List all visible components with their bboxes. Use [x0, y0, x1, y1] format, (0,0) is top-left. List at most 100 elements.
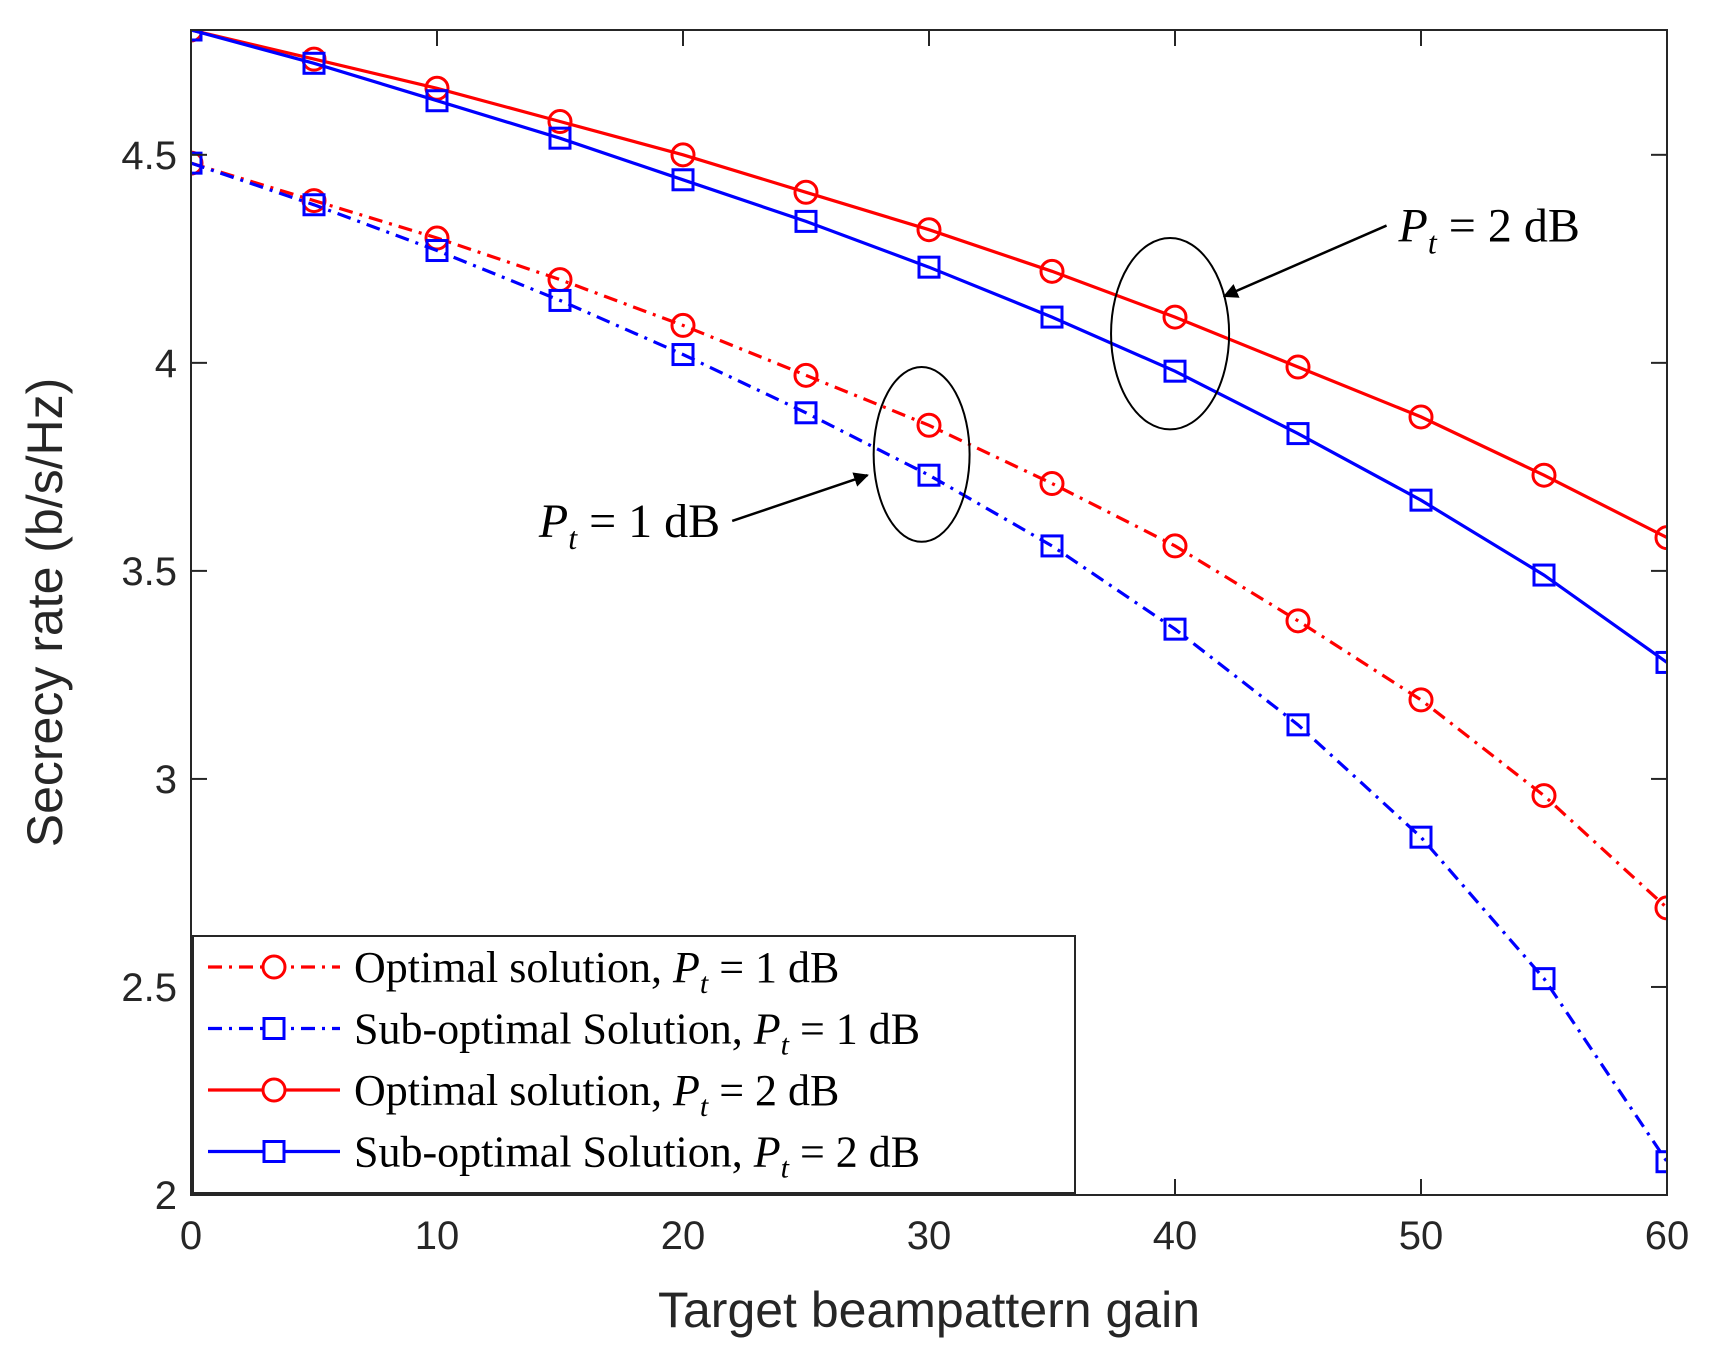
annotation-1: Pt = 2 dB [1110, 200, 1580, 431]
annotation-arrow [731, 472, 869, 523]
series-1-point [1039, 471, 1065, 497]
legend-label: Optimal solution, Pt = 2 dB [354, 1066, 839, 1123]
series-1-line [191, 161, 1667, 910]
series-3-point [547, 109, 573, 135]
series-1-point [916, 412, 942, 438]
series-4-line [191, 30, 1667, 664]
y-axis-label: Secrecy rate (b/s/Hz) [17, 378, 73, 848]
series-2-point [794, 401, 818, 425]
legend-entry-4: Sub-optimal Solution, Pt = 2 dB [208, 1128, 920, 1185]
annotation-layer: Pt = 2 dB Pt = 1 dB [538, 200, 1580, 556]
y-tick-label: 3 [155, 758, 177, 802]
series-2-point [548, 288, 572, 312]
y-tick-label: 3.5 [121, 550, 177, 594]
series-2-point [191, 151, 203, 175]
series-2-line [191, 161, 1667, 1163]
legend-label-value: = 1 dB [789, 1005, 920, 1054]
legend-label-value: = 2 dB [789, 1128, 920, 1177]
legend-swatch-marker [261, 1077, 287, 1103]
series-3-line [191, 30, 1667, 540]
series-3 [191, 30, 1667, 551]
legend-label-name: Optimal solution, [354, 943, 673, 992]
series-2-point [425, 239, 449, 263]
series-1-point [1531, 783, 1557, 809]
annotation-label-symbol: P [538, 495, 568, 548]
legend-entry-1: Optimal solution, Pt = 1 dB [208, 943, 839, 1000]
x-tick-label: 0 [180, 1214, 202, 1258]
series-2-point [1286, 713, 1310, 737]
legend-label-symbol: P [672, 1066, 700, 1115]
series-3-point [1408, 404, 1434, 430]
series-1-point [1162, 533, 1188, 559]
series-1-point [1285, 608, 1311, 634]
series-2-point [1163, 617, 1187, 641]
series-2-point [1655, 1150, 1667, 1174]
x-tick-label: 10 [415, 1214, 460, 1258]
legend-label: Sub-optimal Solution, Pt = 2 dB [354, 1128, 920, 1185]
legend-label: Optimal solution, Pt = 1 dB [354, 943, 839, 1000]
series-4-point [1163, 359, 1187, 383]
annotation-ellipse [872, 366, 971, 543]
series-3-point [916, 217, 942, 243]
legend-label: Sub-optimal Solution, Pt = 1 dB [354, 1005, 920, 1062]
series-1-point [1408, 687, 1434, 713]
legend-label-symbol: P [753, 1005, 781, 1054]
series-3-point [670, 142, 696, 168]
series-1-point [1654, 895, 1667, 921]
series-3-point [1039, 258, 1065, 284]
y-tick-label: 2 [155, 1174, 177, 1218]
legend-entry-2: Sub-optimal Solution, Pt = 1 dB [208, 1005, 920, 1062]
annotation-label-subscript: t [1428, 225, 1438, 261]
legend-label-name: Sub-optimal Solution, [354, 1128, 754, 1177]
x-tick-label: 20 [661, 1214, 706, 1258]
legend-label-subscript: t [781, 1152, 790, 1185]
y-tick-label: 4.5 [121, 134, 177, 178]
x-tick-label: 40 [1153, 1214, 1198, 1258]
series-1-point [670, 312, 696, 338]
series-4-point [425, 89, 449, 113]
series-2-point [1409, 825, 1433, 849]
legend-swatch-marker [261, 954, 287, 980]
annotation-label: Pt = 1 dB [538, 495, 720, 556]
series-1 [191, 150, 1667, 921]
series-4-point [302, 51, 326, 75]
series-layer [191, 30, 1667, 1174]
series-2-point [1040, 534, 1064, 558]
legend-label-value: = 2 dB [708, 1066, 839, 1115]
annotation-label-value: = 2 dB [1437, 200, 1580, 253]
legend-label-symbol: P [753, 1128, 781, 1177]
legend-label-name: Sub-optimal Solution, [354, 1005, 754, 1054]
series-2-point [1532, 967, 1556, 991]
series-4-point [1040, 305, 1064, 329]
x-tick-label: 30 [907, 1214, 952, 1258]
legend-swatch-marker [262, 1140, 286, 1163]
x-tick-label: 60 [1645, 1214, 1690, 1258]
series-3-point [1162, 304, 1188, 330]
legend-swatch-marker [262, 1017, 286, 1040]
series-3-point [1285, 354, 1311, 380]
x-axis-label: Target beampattern gain [658, 1282, 1200, 1338]
annotation-label: Pt = 2 dB [1398, 200, 1580, 261]
y-tick-label: 4 [155, 342, 177, 386]
legend-label-subscript: t [700, 1090, 709, 1123]
annotation-label-subscript: t [568, 520, 578, 556]
series-4-point [794, 209, 818, 233]
series-4-point [1409, 488, 1433, 512]
legend-label-name: Optimal solution, [354, 1066, 673, 1115]
series-2-point [917, 463, 941, 487]
annotation-arrow [1222, 224, 1388, 298]
legend-label-value: = 1 dB [708, 943, 839, 992]
legend-label-subscript: t [700, 967, 709, 1000]
series-3-point [1654, 525, 1667, 551]
series-4-point [1655, 650, 1667, 674]
series-4-point [1532, 563, 1556, 587]
annotation-2: Pt = 1 dB [538, 366, 971, 556]
series-3-point [793, 179, 819, 205]
series-4-point [671, 168, 695, 192]
annotation-label-symbol: P [1398, 200, 1428, 253]
series-4-point [917, 255, 941, 279]
series-2 [191, 151, 1667, 1174]
series-3-point [1531, 462, 1557, 488]
series-4-point [1286, 422, 1310, 446]
series-4 [191, 30, 1667, 674]
